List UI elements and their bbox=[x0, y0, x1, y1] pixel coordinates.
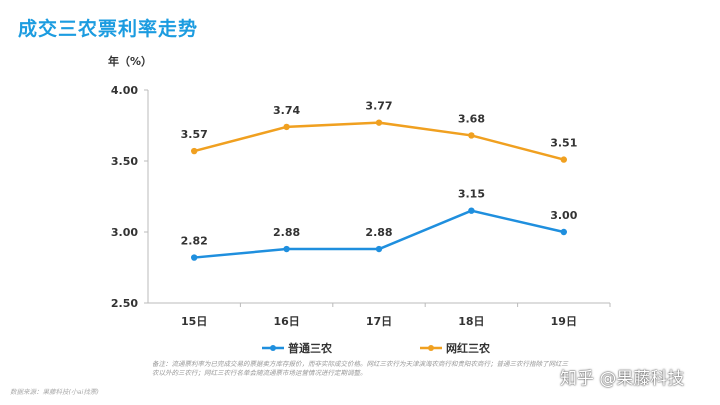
data-source: 数据来源：果藤科技(小ai找票) bbox=[10, 388, 99, 396]
data-label: 3.15 bbox=[458, 188, 485, 201]
data-point bbox=[560, 156, 567, 163]
data-label: 3.68 bbox=[458, 112, 485, 125]
y-tick-label: 4.00 bbox=[111, 84, 138, 97]
footnote: 备注：流通票利率为已完成交易的票据卖方库存报价，而非实际成交价格。网红三农行为天… bbox=[152, 360, 568, 377]
data-label: 2.82 bbox=[181, 235, 208, 248]
data-point bbox=[468, 132, 475, 139]
data-point bbox=[468, 207, 475, 214]
chart-title: 成交三农票利率走势 bbox=[18, 18, 199, 40]
data-point bbox=[191, 147, 198, 155]
y-tick-label: 2.50 bbox=[111, 297, 138, 310]
data-label: 3.00 bbox=[550, 209, 577, 222]
legend-marker bbox=[428, 345, 434, 351]
y-axis-label: 年（%） bbox=[108, 55, 153, 68]
legend-marker bbox=[270, 345, 276, 351]
data-point bbox=[283, 123, 290, 131]
data-label: 2.88 bbox=[273, 226, 300, 239]
x-tick-label: 17日 bbox=[366, 315, 392, 328]
data-label: 2.88 bbox=[365, 226, 392, 239]
data-point bbox=[191, 254, 198, 261]
watermark: 知乎 @果藤科技 bbox=[560, 369, 685, 389]
data-label: 3.77 bbox=[365, 100, 392, 113]
x-tick-label: 19日 bbox=[551, 315, 577, 328]
series-line-1 bbox=[193, 121, 565, 161]
data-point bbox=[375, 245, 383, 253]
legend-label: 普通三农 bbox=[288, 341, 332, 355]
data-point bbox=[283, 245, 290, 253]
x-tick-label: 18日 bbox=[458, 315, 484, 328]
legend-label: 网红三农 bbox=[446, 341, 490, 355]
data-point bbox=[560, 228, 567, 236]
data-point bbox=[375, 119, 383, 126]
y-tick-label: 3.50 bbox=[111, 155, 138, 168]
x-tick-label: 15日 bbox=[181, 315, 207, 328]
y-tick-label: 3.00 bbox=[111, 226, 138, 239]
data-label: 3.74 bbox=[273, 104, 300, 117]
data-label: 3.57 bbox=[181, 128, 208, 141]
data-label: 3.51 bbox=[550, 137, 577, 150]
x-tick-label: 16日 bbox=[273, 315, 299, 328]
